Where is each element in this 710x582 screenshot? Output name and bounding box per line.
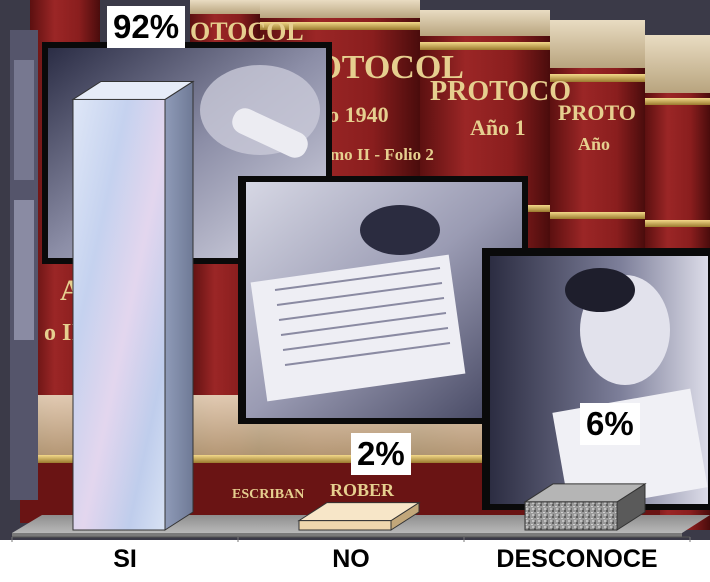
photo-scribe-scroll bbox=[238, 176, 528, 424]
chart-floor-edge bbox=[12, 533, 682, 537]
bar-si-side bbox=[164, 80, 194, 531]
value-label-si: 92% bbox=[107, 6, 186, 48]
bars-layer bbox=[71, 80, 647, 531]
value-label-no: 2% bbox=[351, 433, 411, 475]
category-label-no: NO bbox=[332, 545, 370, 573]
spine-left-top: OTOCOL bbox=[190, 17, 304, 46]
bar-no bbox=[298, 520, 392, 531]
x-axis-ticks bbox=[11, 537, 691, 542]
spine-3-year: Año bbox=[578, 134, 610, 154]
category-label-si: SI bbox=[113, 545, 137, 573]
bottom-rober: ROBER bbox=[330, 480, 395, 500]
value-label-desconoce: 6% bbox=[580, 403, 640, 445]
background-collage: PROTOCOL Año 1940 mo II - Folio 2 PROTOC… bbox=[0, 0, 710, 540]
bottom-escriban: ESCRIBAN bbox=[232, 487, 304, 502]
bar-si bbox=[72, 98, 166, 531]
spine-2-title: PROTOCO bbox=[430, 76, 571, 107]
bar-desconoce bbox=[524, 501, 618, 531]
spine-2-year: Año 1 bbox=[470, 115, 526, 140]
category-label-desconoce: DESCONOCE bbox=[496, 545, 658, 573]
photo-elder-scribe bbox=[482, 248, 710, 512]
spine-1-volume: mo II - Folio 2 bbox=[330, 145, 434, 164]
spine-3-title: PROTO bbox=[558, 100, 636, 125]
